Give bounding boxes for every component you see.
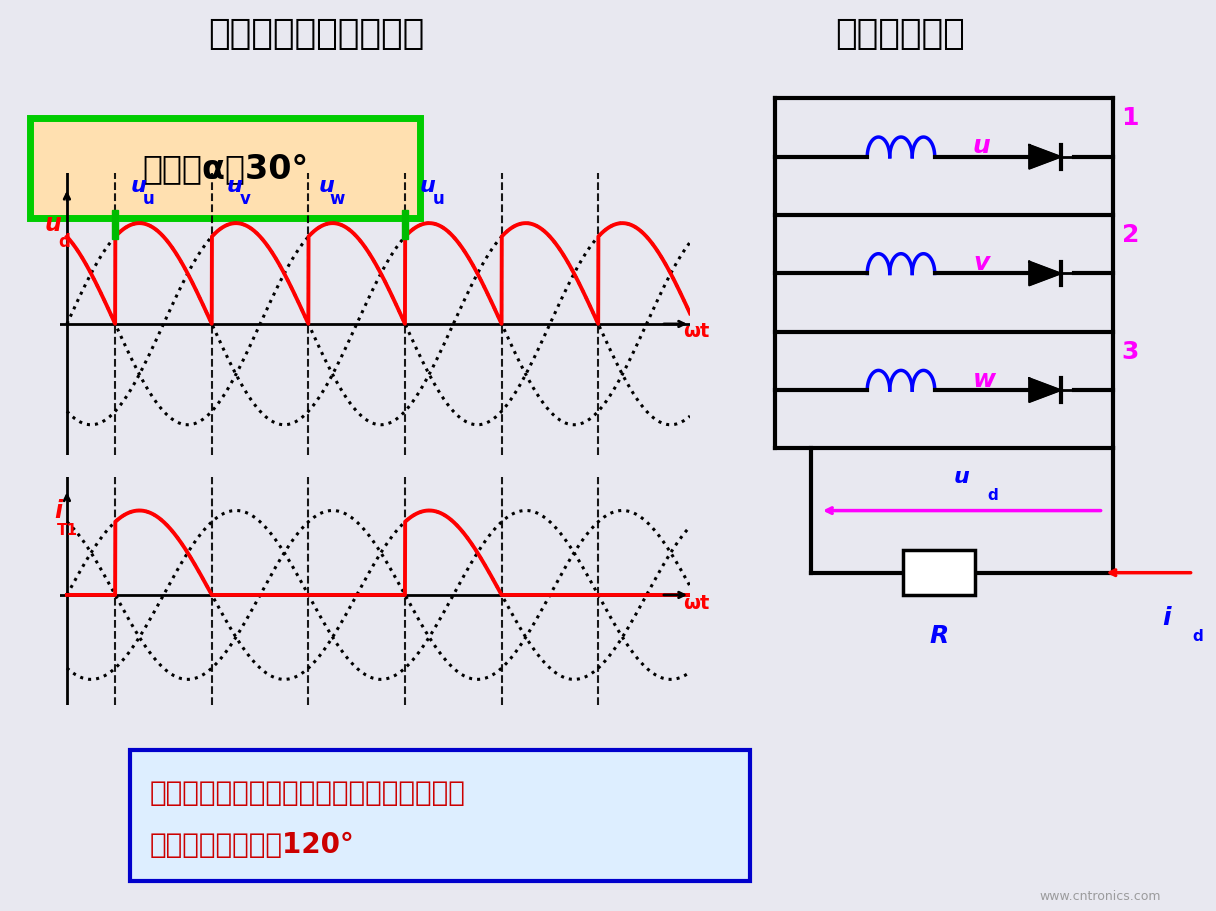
Bar <box>112 211 118 240</box>
Text: i: i <box>1162 605 1171 629</box>
Bar <box>903 550 975 596</box>
Text: 1: 1 <box>1121 107 1139 130</box>
Text: R: R <box>929 623 948 647</box>
Text: v: v <box>240 189 250 208</box>
Text: v: v <box>973 251 990 275</box>
Text: 纯电阻性负载: 纯电阻性负载 <box>835 17 964 51</box>
Text: 3: 3 <box>1121 339 1139 363</box>
Text: w: w <box>330 189 344 208</box>
Text: www.cntronics.com: www.cntronics.com <box>1040 889 1161 903</box>
Text: T1: T1 <box>57 522 78 537</box>
Text: d: d <box>987 487 998 503</box>
Text: u: u <box>319 176 334 196</box>
Bar <box>130 751 750 881</box>
Text: ωt: ωt <box>682 322 709 341</box>
Text: d: d <box>58 233 71 251</box>
Text: u: u <box>227 176 243 196</box>
Polygon shape <box>1029 379 1060 403</box>
Text: 2: 2 <box>1121 222 1139 247</box>
Text: w: w <box>973 367 996 392</box>
Text: i: i <box>54 499 62 523</box>
Text: u: u <box>142 189 154 208</box>
Bar <box>402 211 407 240</box>
Polygon shape <box>1029 146 1060 169</box>
Text: ωt: ωt <box>682 593 709 612</box>
Text: u: u <box>433 189 444 208</box>
Text: 三相半波可控整流电路: 三相半波可控整流电路 <box>208 17 424 51</box>
Text: u: u <box>953 466 969 486</box>
Bar <box>30 118 420 219</box>
Text: 晶闸管导通角仍为120°: 晶闸管导通角仍为120° <box>150 831 355 858</box>
Text: u: u <box>421 176 437 196</box>
Text: 控制角α＝30°: 控制角α＝30° <box>142 152 308 185</box>
Text: d: d <box>1193 629 1204 644</box>
Polygon shape <box>1029 262 1060 286</box>
Text: u: u <box>973 134 991 159</box>
Text: u: u <box>45 212 62 236</box>
Text: u: u <box>130 176 146 196</box>
Text: 电流处于连续与断续的临界点，１、２、３: 电流处于连续与断续的临界点，１、２、３ <box>150 778 466 806</box>
